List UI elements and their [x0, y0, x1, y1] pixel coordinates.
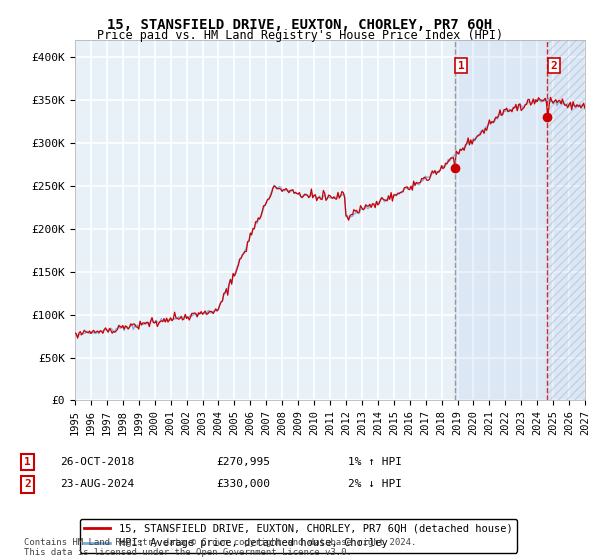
Text: Contains HM Land Registry data © Crown copyright and database right 2024.
This d: Contains HM Land Registry data © Crown c…	[24, 538, 416, 557]
Text: 2: 2	[550, 60, 557, 71]
Bar	[547, 40, 585, 400]
Text: 2: 2	[24, 479, 31, 489]
Text: Price paid vs. HM Land Registry's House Price Index (HPI): Price paid vs. HM Land Registry's House …	[97, 29, 503, 42]
Text: 15, STANSFIELD DRIVE, EUXTON, CHORLEY, PR7 6QH: 15, STANSFIELD DRIVE, EUXTON, CHORLEY, P…	[107, 18, 493, 32]
Legend: 15, STANSFIELD DRIVE, EUXTON, CHORLEY, PR7 6QH (detached house), HPI: Average pr: 15, STANSFIELD DRIVE, EUXTON, CHORLEY, P…	[80, 519, 517, 553]
Text: 1: 1	[458, 60, 464, 71]
Text: 2% ↓ HPI: 2% ↓ HPI	[348, 479, 402, 489]
Text: 26-OCT-2018: 26-OCT-2018	[60, 457, 134, 467]
Text: 23-AUG-2024: 23-AUG-2024	[60, 479, 134, 489]
Bar	[547, 40, 585, 400]
Text: £270,995: £270,995	[216, 457, 270, 467]
Text: 1: 1	[24, 457, 31, 467]
Bar	[455, 40, 585, 400]
Text: 1% ↑ HPI: 1% ↑ HPI	[348, 457, 402, 467]
Text: £330,000: £330,000	[216, 479, 270, 489]
